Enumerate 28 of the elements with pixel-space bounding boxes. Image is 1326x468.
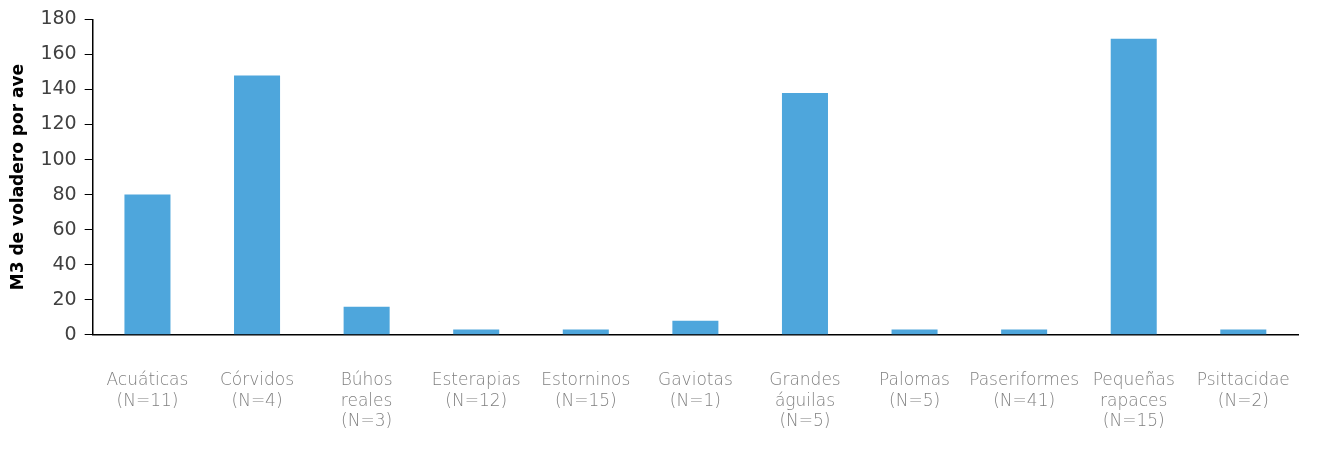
x-tick-label: Córvidos (N=4) (220, 369, 295, 410)
y-tick-label: 80 (52, 181, 77, 204)
bar (672, 320, 719, 335)
y-tick-label: 120 (40, 111, 77, 134)
x-tick-label: Estorninos (N=15) (541, 369, 631, 410)
x-tick-label: Búhos reales (N=3) (340, 369, 393, 431)
y-tick-label: 100 (40, 146, 77, 169)
x-tick-label: Paseriformes (N=41) (969, 369, 1080, 410)
bar (781, 92, 828, 335)
y-tick-label: 140 (40, 76, 77, 99)
bar (343, 306, 390, 335)
y-tick-label: 160 (40, 41, 77, 64)
y-tick-label: 60 (52, 216, 77, 239)
x-tick-label: Palomas (N=5) (879, 369, 950, 410)
y-tick-label: 180 (40, 6, 77, 29)
bar (234, 75, 281, 335)
y-axis-title: M3 de voladero por ave (6, 63, 27, 291)
x-tick-label: Pequeñas rapaces (N=15) (1092, 369, 1175, 431)
bar (124, 194, 171, 335)
x-tick-label: Psittacidae (N=2) (1196, 369, 1290, 410)
y-tick-label: 0 (64, 321, 77, 344)
x-tick-label: Acuáticas (N=11) (106, 369, 189, 410)
y-tick-label: 40 (52, 251, 77, 274)
y-tick-label: 20 (52, 286, 77, 309)
x-tick-label: Gaviotas (N=1) (658, 369, 733, 410)
bar (1110, 38, 1157, 335)
x-tick-label: Esterapias (N=12) (431, 369, 521, 410)
x-tick-label: Grandes águilas (N=5) (769, 369, 841, 431)
